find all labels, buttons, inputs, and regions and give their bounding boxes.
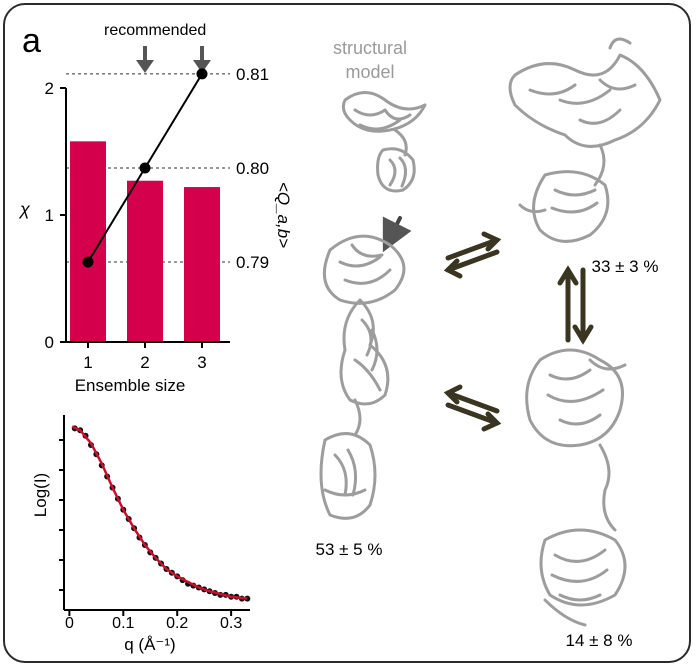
saxs-fit-curve bbox=[71, 425, 248, 600]
ensemble-x-label: Ensemble size bbox=[75, 376, 186, 395]
equilibrium-arrow-lower bbox=[443, 384, 502, 432]
chi-bars bbox=[70, 141, 220, 342]
conformer-left bbox=[319, 234, 406, 520]
equilibrium-arrow-upper bbox=[443, 231, 502, 279]
conformer-bottom-right bbox=[525, 348, 627, 627]
saxs-x-label: q (Å⁻¹) bbox=[124, 635, 175, 654]
recommended-arrow-head-3 bbox=[193, 60, 211, 73]
q-tick-labels: 0.79 0.80 0.81 bbox=[236, 65, 269, 272]
q-tick-label-1: 0.80 bbox=[236, 159, 269, 178]
q-tick-label-0: 0.79 bbox=[236, 253, 269, 272]
recommended-arrow-head-2 bbox=[136, 60, 154, 73]
ensemble-tick-label-0: 1 bbox=[83, 353, 92, 372]
recommended-arrows bbox=[136, 46, 211, 73]
q-line-series bbox=[82, 68, 208, 268]
population-top-right: 33 ± 3 % bbox=[592, 257, 659, 276]
q-point-1 bbox=[82, 256, 94, 268]
chi-axis-label: χ bbox=[18, 199, 31, 219]
saxs-x-tick-label-0: 0 bbox=[65, 615, 74, 632]
chi-tick-label-1: 1 bbox=[45, 206, 54, 225]
protein-structures bbox=[319, 37, 662, 627]
q-axis-label: <Q_a,b> bbox=[274, 182, 293, 248]
equilibrium-arrow-vertical bbox=[557, 265, 594, 345]
saxs-y-label: Log(I) bbox=[31, 473, 50, 517]
saxs-fit-line bbox=[71, 425, 248, 600]
ensemble-tick-label-2: 3 bbox=[197, 353, 206, 372]
chi-tick-label-2: 2 bbox=[45, 79, 54, 98]
structural-model-protein bbox=[341, 91, 427, 193]
ensemble-chart: 0 1 2 0.79 0.80 0.81 1 2 3 χ Ensemble size <Q_… bbox=[18, 65, 293, 395]
chi-tick-labels: 0 1 2 bbox=[45, 79, 54, 352]
q-tick-label-2: 0.81 bbox=[236, 65, 269, 84]
equilibrium-arrows bbox=[443, 231, 594, 432]
panel-label: a bbox=[22, 22, 41, 60]
structural-model-label: structural model bbox=[333, 38, 407, 82]
ensemble-tick-label-1: 2 bbox=[140, 353, 149, 372]
conformer-top-right bbox=[508, 37, 662, 243]
saxs-x-tick-label-1: 0.1 bbox=[112, 615, 134, 632]
ensemble-x-tick-labels: 1 2 3 bbox=[83, 353, 206, 372]
chi-bar-3 bbox=[184, 187, 220, 342]
saxs-x-tick-label-2: 0.2 bbox=[166, 615, 188, 632]
population-bottom-right: 14 ± 8 % bbox=[566, 631, 633, 650]
structural-model-line1: structural bbox=[333, 38, 407, 58]
saxs-data-points bbox=[71, 425, 251, 602]
saxs-x-tick-label-3: 0.3 bbox=[220, 615, 242, 632]
recommended-label: recommended bbox=[104, 22, 206, 39]
saxs-axes bbox=[59, 415, 250, 616]
q-point-2 bbox=[139, 162, 151, 174]
ensemble-axes bbox=[60, 87, 230, 348]
saxs-x-tick-labels: 0 0.1 0.2 0.3 bbox=[65, 615, 242, 632]
model-arrow bbox=[382, 216, 412, 253]
q-point-3 bbox=[196, 68, 208, 80]
population-left: 53 ± 5 % bbox=[316, 540, 383, 559]
saxs-chart: 0 0.1 0.2 0.3 Log(I) q (Å⁻¹) bbox=[31, 415, 251, 654]
chi-bar-2 bbox=[127, 180, 163, 342]
structural-model-line2: model bbox=[345, 62, 394, 82]
chi-tick-label-0: 0 bbox=[45, 333, 54, 352]
